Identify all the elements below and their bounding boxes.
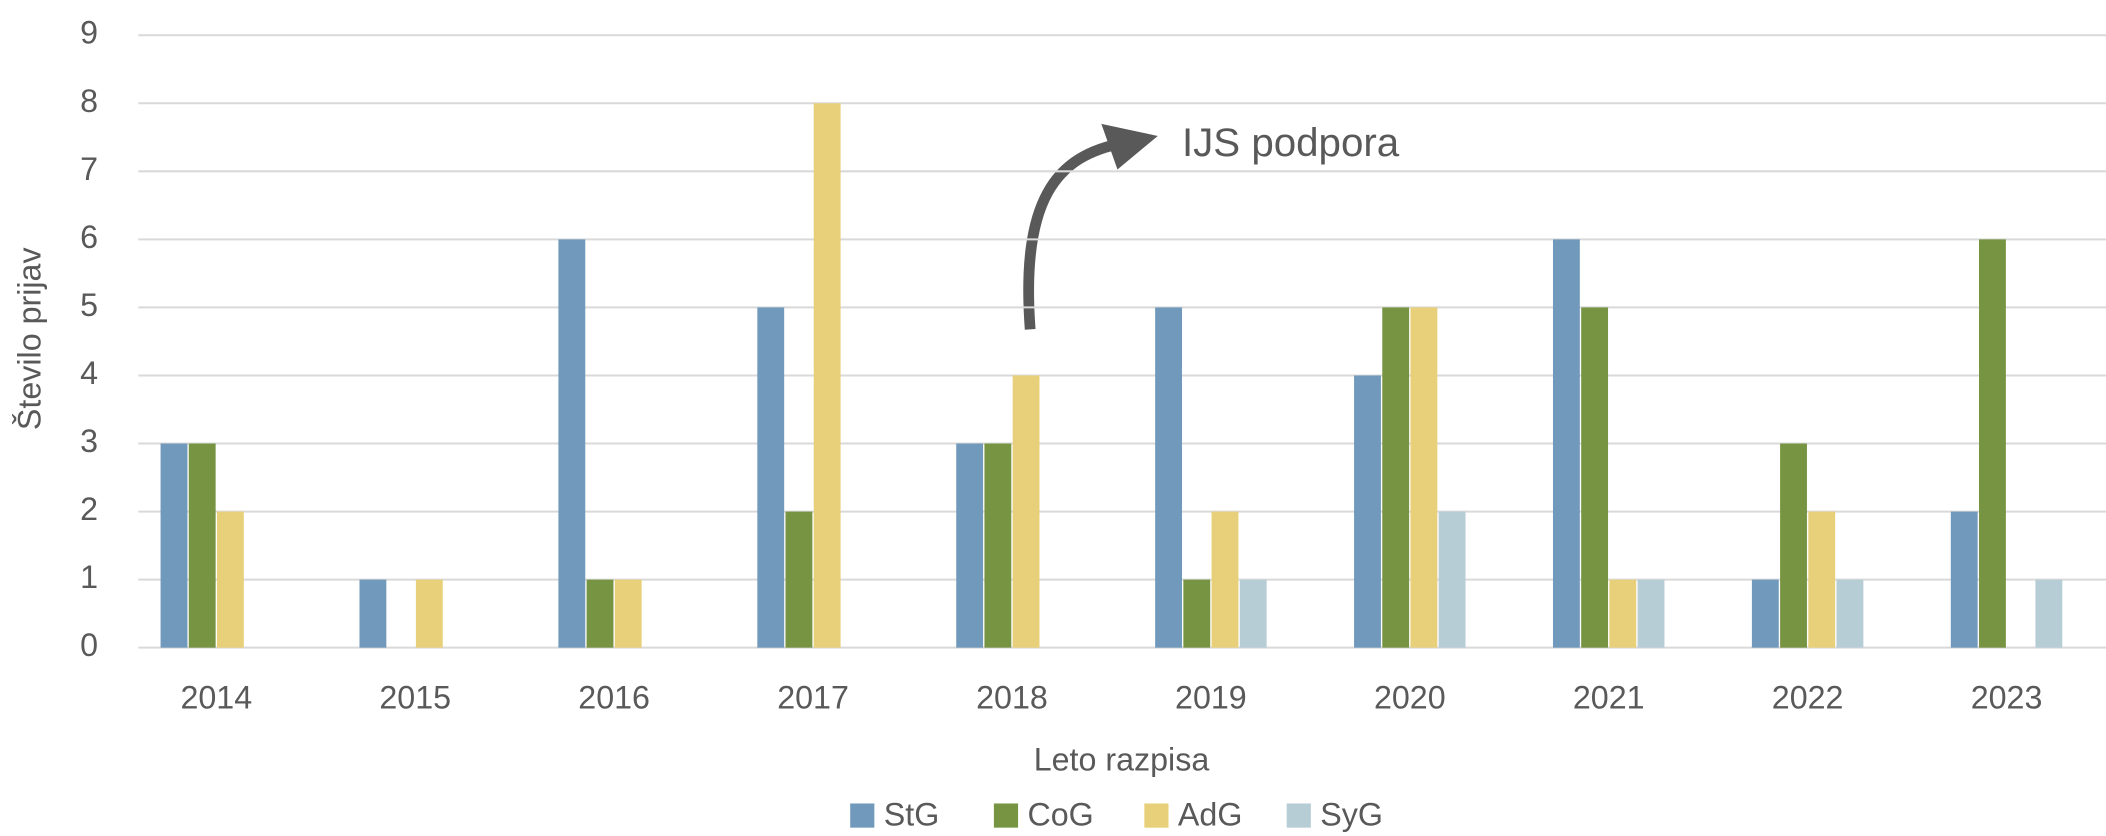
y-axis-label: Število prijav [12,247,48,430]
legend-swatch [993,803,1019,828]
bar [984,443,1012,648]
bar [188,443,216,648]
bar [2035,579,2063,648]
y-tick-label: 4 [80,355,98,391]
x-tick-label: 2018 [976,680,1048,716]
annotation: IJS podpora [1182,120,1400,165]
legend-swatch [1144,803,1169,828]
annotation-arrowhead [1101,123,1158,170]
bar [1155,307,1183,648]
bar [1410,307,1438,648]
bar [614,579,642,648]
bar [558,239,586,648]
bar [415,579,443,648]
bar [1808,511,1836,648]
bar [785,511,813,648]
bar [1239,579,1267,648]
bar [359,579,387,648]
x-tick-label: 2016 [578,680,650,716]
bar [1012,375,1040,648]
bar [1979,239,2006,648]
x-tick-label: 2014 [180,680,252,716]
bar [757,307,785,648]
y-tick-label: 8 [80,83,98,119]
legend-swatch [850,803,875,828]
x-tick-label: 2022 [1772,680,1844,716]
bar [1836,579,1864,648]
x-tick-label: 2020 [1374,680,1446,716]
legend-swatch [1286,803,1311,828]
y-tick-label: 6 [80,219,98,255]
legend-label: AdG [1178,796,1242,832]
bar [1950,511,1978,648]
x-tick-label: 2017 [777,680,849,716]
legend-label: SyG [1320,796,1383,832]
bar [1609,579,1637,648]
y-tick-label: 1 [80,559,98,595]
bar [813,103,841,648]
bar [160,443,188,648]
annotation-arrow [1023,137,1127,330]
bar [586,579,614,648]
bar [1211,511,1239,648]
bar [1438,511,1466,648]
y-tick-label: 7 [80,151,98,187]
y-tick-label: 9 [80,15,98,51]
bar [1780,443,1807,648]
legend-label: CoG [1027,796,1093,832]
bar [216,511,244,648]
bar [1183,579,1211,648]
y-tick-label: 3 [80,423,98,459]
x-axis-label: Leto razpisa [1034,741,1210,777]
bar [1637,579,1665,648]
bar [1751,579,1779,648]
x-tick-label: 2021 [1573,680,1645,716]
bar [1581,307,1609,648]
bar [956,443,984,648]
x-tick-label: 2019 [1175,680,1247,716]
y-tick-label: 0 [80,627,98,663]
bar [1552,239,1580,648]
bar [1354,375,1381,648]
x-tick-label: 2015 [379,680,451,716]
bar [1382,307,1410,648]
y-tick-label: 5 [80,287,98,323]
y-tick-label: 2 [80,491,98,527]
x-tick-label: 2023 [1971,680,2043,716]
legend-label: StG [884,796,940,832]
